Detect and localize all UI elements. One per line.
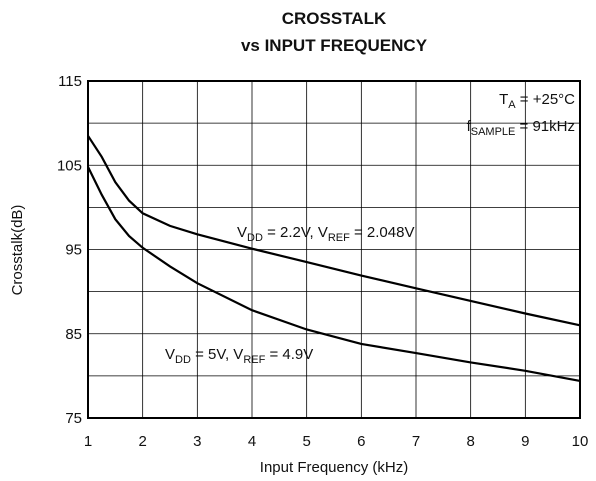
annotation: fSAMPLE = 91kHz bbox=[467, 118, 575, 138]
annotation-part: = 2.2V, V bbox=[263, 224, 328, 241]
x-tick-label: 1 bbox=[84, 433, 92, 450]
subscript: REF bbox=[328, 232, 350, 244]
chart-title: vs INPUT FREQUENCY bbox=[241, 36, 428, 55]
x-tick-label: 2 bbox=[138, 433, 146, 450]
annotation-part: = 4.9V bbox=[265, 346, 313, 363]
subscript: REF bbox=[243, 354, 265, 366]
annotation-part: V bbox=[165, 346, 175, 363]
y-axis-label: Crosstalk(dB) bbox=[9, 205, 26, 296]
annotation: VDD = 5V, VREF = 4.9V bbox=[165, 346, 313, 366]
y-tick-label: 115 bbox=[58, 73, 82, 90]
annotation-part: = 91kHz bbox=[515, 118, 575, 135]
x-tick-label: 6 bbox=[357, 433, 365, 450]
subscript: DD bbox=[175, 354, 191, 366]
subscript: SAMPLE bbox=[471, 126, 516, 138]
x-tick-label: 3 bbox=[193, 433, 201, 450]
annotation-part: = +25°C bbox=[516, 91, 576, 108]
annotation-part: f bbox=[467, 118, 472, 135]
subscript: DD bbox=[247, 232, 263, 244]
annotation: TA = +25°C bbox=[499, 91, 575, 111]
y-tick-label: 75 bbox=[65, 410, 82, 427]
plot-frame bbox=[87, 80, 581, 419]
x-tick-label: 9 bbox=[521, 433, 529, 450]
annotation: VDD = 2.2V, VREF = 2.048V bbox=[237, 224, 414, 244]
y-tick-label: 105 bbox=[57, 157, 82, 174]
series-line bbox=[87, 135, 581, 327]
x-tick-label: 7 bbox=[412, 433, 420, 450]
annotation-part: = 2.048V bbox=[350, 224, 415, 241]
x-tick-label: 4 bbox=[248, 433, 256, 450]
x-tick-label: 5 bbox=[302, 433, 310, 450]
y-tick-label: 85 bbox=[65, 326, 82, 343]
annotation-part: = 5V, V bbox=[191, 346, 243, 363]
x-tick-label: 8 bbox=[466, 433, 474, 450]
x-axis-label: Input Frequency (kHz) bbox=[260, 459, 408, 476]
series-line bbox=[87, 166, 581, 382]
chart-title: CROSSTALK bbox=[282, 9, 387, 28]
x-tick-label: 10 bbox=[572, 433, 589, 450]
y-tick-label: 95 bbox=[65, 242, 82, 259]
annotation-part: V bbox=[237, 224, 247, 241]
subscript: A bbox=[508, 99, 516, 111]
annotation-part: T bbox=[499, 91, 508, 108]
